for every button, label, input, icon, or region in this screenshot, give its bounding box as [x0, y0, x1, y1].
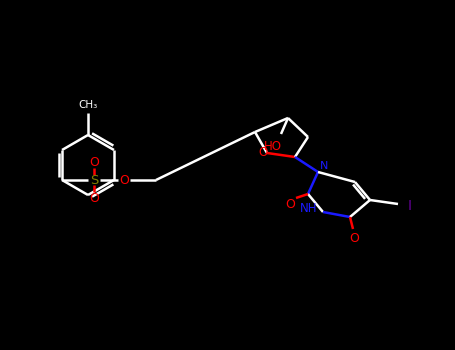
Text: S: S — [90, 174, 98, 187]
Text: O: O — [258, 146, 268, 159]
Text: O: O — [89, 155, 99, 168]
Text: O: O — [285, 198, 295, 211]
Text: HO: HO — [264, 140, 282, 153]
Text: N: N — [320, 161, 328, 171]
Text: CH₃: CH₃ — [78, 100, 98, 110]
Text: O: O — [349, 232, 359, 245]
Text: O: O — [89, 191, 99, 204]
Text: NH: NH — [300, 203, 318, 216]
Text: O: O — [119, 174, 129, 187]
Text: I: I — [408, 199, 412, 213]
